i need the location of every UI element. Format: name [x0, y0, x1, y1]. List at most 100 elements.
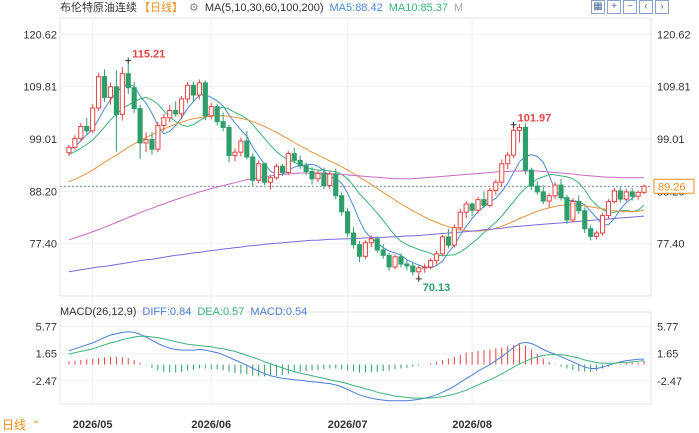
price-tick-left: 77.40: [29, 239, 57, 251]
ma5-line: [68, 84, 645, 269]
price-tick-left: 99.01: [29, 134, 57, 146]
candle-body: [101, 76, 108, 98]
candle-body: [350, 232, 357, 246]
candle-body: [605, 201, 612, 217]
time-tick-label: 2026/06: [191, 419, 231, 431]
candle-body: [505, 154, 511, 165]
candle: [131, 81, 137, 113]
candle: [167, 104, 173, 123]
ma5-value: MA5:88.42: [329, 2, 383, 14]
candle-body: [404, 263, 410, 267]
candle-body: [66, 146, 72, 154]
candle: [582, 207, 588, 234]
candle-body: [368, 238, 374, 244]
candle-body: [439, 236, 446, 255]
candle: [576, 195, 582, 215]
period-selector[interactable]: 【日线】: [139, 2, 183, 14]
candle-body: [635, 191, 641, 197]
candle-body: [214, 106, 220, 123]
candle-body: [428, 260, 434, 268]
candle: [368, 235, 374, 248]
candle-body: [161, 117, 167, 127]
candle-body: [84, 125, 90, 132]
back-icon[interactable]: ‹: [639, 0, 653, 14]
period-tab[interactable]: 日线 ⌄: [0, 414, 60, 432]
price-tick-right: 120.62: [657, 29, 691, 41]
candle-body: [558, 184, 564, 199]
ma-params-label[interactable]: MA(5,10,30,60,100,200): [204, 2, 324, 14]
candle-body: [617, 190, 623, 200]
candle: [220, 112, 226, 132]
settings-icon[interactable]: ⚙: [189, 2, 199, 14]
candle-body: [155, 125, 161, 150]
zoom-in-icon[interactable]: +: [607, 0, 621, 14]
candle: [469, 202, 475, 217]
candle: [617, 187, 623, 203]
candle: [107, 82, 114, 105]
candle: [599, 213, 606, 236]
candle: [202, 80, 208, 121]
candle-body: [267, 177, 274, 183]
ma100-line: [68, 215, 645, 273]
candle: [345, 207, 351, 237]
candle-body: [125, 73, 131, 89]
candle-body: [190, 84, 197, 96]
candle-body: [321, 172, 327, 187]
candle-body: [410, 265, 416, 273]
candle: [398, 253, 404, 268]
candle-body: [422, 266, 428, 269]
time-tick-label: 2026/07: [328, 419, 368, 431]
candle-body: [487, 189, 493, 206]
candle-body: [244, 140, 250, 158]
candle: [125, 60, 131, 95]
forward-icon[interactable]: ›: [655, 0, 669, 14]
candle-body: [599, 215, 606, 234]
candle-body: [469, 203, 475, 211]
time-tick-label: 2026/08: [452, 419, 492, 431]
candle: [546, 193, 552, 208]
candle: [457, 208, 463, 231]
zoom-out-icon[interactable]: −: [623, 0, 637, 14]
candle-body: [516, 126, 523, 131]
candle: [475, 196, 481, 214]
candle-body: [481, 199, 487, 206]
candle: [463, 201, 469, 219]
candle-body: [511, 129, 517, 156]
candle: [641, 184, 647, 195]
candle: [161, 113, 167, 131]
candle-body: [131, 87, 137, 110]
candle-body: [273, 165, 280, 179]
period-tab-label: 日线: [2, 418, 27, 432]
candle-body: [457, 211, 463, 229]
candle-body: [119, 73, 125, 115]
candle-body: [546, 195, 552, 202]
candle-body: [576, 201, 582, 212]
macd-params-label[interactable]: MACD(26,12,9): [60, 306, 137, 318]
candle-body: [208, 106, 214, 117]
candle-body: [297, 159, 303, 167]
candle: [196, 79, 202, 100]
price-panel-frame: [59, 17, 652, 297]
candle-body: [113, 86, 119, 115]
candle: [629, 187, 635, 201]
candle: [552, 182, 558, 200]
candle-body: [528, 169, 534, 187]
candle: [285, 151, 291, 175]
more-ma-toggle[interactable]: M: [454, 2, 464, 14]
candle-body: [540, 191, 546, 202]
candle-body: [72, 138, 78, 148]
macd-tick-right: 1.65: [657, 349, 678, 361]
candle-body: [570, 201, 576, 221]
candle: [333, 168, 339, 200]
candle: [487, 187, 493, 208]
candle: [410, 262, 416, 276]
candle: [190, 81, 197, 101]
last-price-box: [653, 178, 695, 194]
candle: [101, 69, 108, 102]
candle: [184, 81, 191, 104]
chevron-down-icon: ⌄: [32, 415, 41, 426]
grid-icon[interactable]: ▦: [591, 0, 605, 14]
candle: [522, 123, 529, 175]
candle: [428, 258, 434, 270]
